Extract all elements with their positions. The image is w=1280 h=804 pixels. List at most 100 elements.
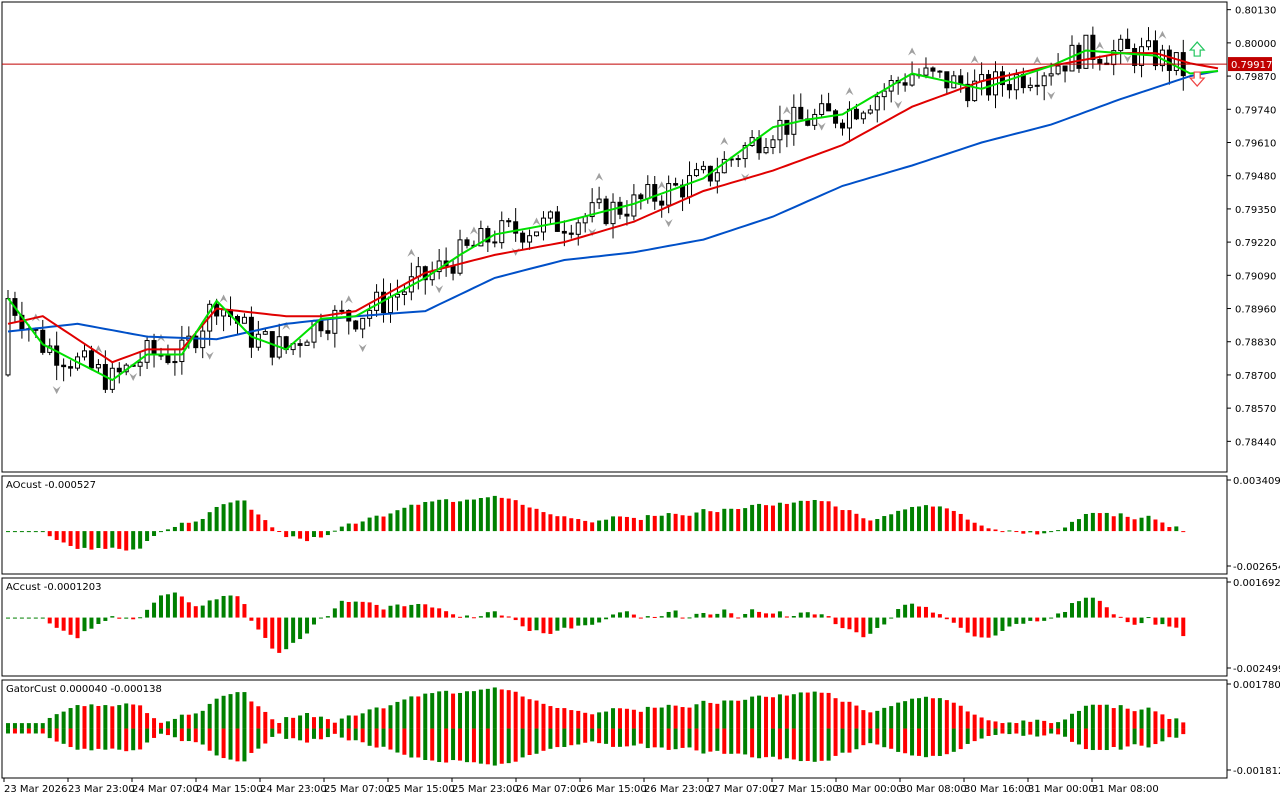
ao-bar: [777, 502, 782, 532]
gator-bar: [875, 710, 880, 729]
ao-bar: [1139, 517, 1144, 532]
gator-bar-lower: [193, 728, 198, 743]
ac-bar: [1181, 617, 1186, 637]
gator-bar-lower: [729, 728, 734, 754]
ao-bar: [958, 513, 963, 532]
ao-pane[interactable]: [6, 495, 1186, 551]
candle-body: [826, 103, 832, 112]
fractal-down-icon: [1047, 91, 1056, 100]
candle: [422, 265, 428, 295]
gator-bar-lower: [124, 728, 129, 752]
gator-bar-lower: [972, 728, 977, 742]
ac-bar: [1132, 617, 1137, 625]
ac-pane[interactable]: [6, 592, 1186, 653]
candle: [1095, 41, 1104, 71]
gator-bar: [617, 708, 622, 729]
ac-bar: [722, 609, 727, 618]
ao-bar: [423, 501, 428, 532]
candle: [845, 87, 854, 143]
candle-body: [840, 122, 846, 129]
main-frame: [1, 1, 1228, 473]
gator-bar-lower: [207, 728, 212, 751]
candle: [68, 360, 74, 377]
candle-body: [144, 340, 150, 363]
candle: [1076, 42, 1082, 73]
gator-bar: [444, 690, 449, 729]
ao-bar: [1160, 522, 1165, 532]
gator-bar: [1097, 704, 1102, 729]
ac-bar: [826, 616, 831, 618]
gator-bar: [597, 712, 602, 729]
gator-bar-lower: [430, 728, 435, 761]
candle-body: [1062, 65, 1068, 72]
ac-bar: [562, 617, 567, 628]
current-price-label-box: [1228, 57, 1272, 72]
gator-bar: [1083, 705, 1088, 729]
candle-body: [513, 221, 519, 234]
candle: [200, 325, 206, 359]
ao-bar: [339, 526, 344, 532]
gator-bar: [214, 698, 219, 729]
ac-bar: [61, 617, 66, 631]
ac-bar: [611, 614, 616, 618]
ac-bar: [1167, 617, 1172, 627]
candle-body: [534, 231, 540, 237]
ao-bar: [791, 502, 796, 532]
gator-bar-lower: [701, 728, 706, 754]
fractal-up-icon: [782, 106, 791, 115]
ao-bar: [750, 504, 755, 532]
candle: [1033, 56, 1042, 96]
ac-bar: [305, 617, 310, 634]
gator-bar-lower: [444, 728, 449, 763]
candle-body: [1013, 74, 1019, 91]
gator-bar: [993, 721, 998, 729]
ao-bar: [1125, 516, 1130, 532]
ac-bar: [875, 617, 880, 628]
fractal-up-icon: [970, 55, 979, 64]
candle: [595, 172, 604, 209]
ao-bar: [951, 510, 956, 532]
ao-bar: [1007, 530, 1012, 532]
ac-bar: [416, 603, 421, 618]
candle: [1118, 34, 1124, 65]
ao-bar: [277, 531, 282, 533]
gator-bar: [311, 717, 316, 729]
fractal-up-icon: [657, 181, 666, 190]
gator-pane[interactable]: [6, 687, 1186, 766]
price-pane[interactable]: [2, 26, 1227, 395]
gator-bar-lower: [242, 728, 247, 762]
price-tick-label: 0.79870: [1235, 72, 1276, 83]
ao-bar: [701, 509, 706, 532]
ac-bar: [555, 617, 560, 631]
fractal-up-icon: [720, 137, 729, 146]
ac-bar: [910, 603, 915, 618]
ao-bar: [548, 514, 553, 532]
ac-bar: [673, 610, 678, 618]
gator-bar-lower: [923, 728, 928, 758]
candle: [499, 211, 505, 249]
ac-bar: [868, 617, 873, 634]
gator-bar: [346, 715, 351, 729]
gator-bar: [729, 700, 734, 729]
ac-bar: [624, 611, 629, 618]
price-tick-label: 0.78830: [1235, 338, 1276, 349]
ao-bar: [82, 531, 87, 548]
ao-bar: [471, 499, 476, 532]
ac-bar: [520, 617, 525, 627]
candle-body: [770, 139, 776, 148]
ac-bar: [1125, 617, 1130, 623]
ao-bar: [972, 522, 977, 532]
ao-bar: [6, 531, 10, 533]
gator-bar-lower: [979, 728, 984, 739]
gator-bar: [1063, 719, 1068, 729]
candle: [1062, 65, 1068, 83]
candle-body: [165, 355, 171, 364]
candle: [902, 73, 908, 92]
gator-bar-lower: [722, 728, 727, 754]
price-tick-label: 0.78960: [1235, 305, 1276, 316]
gator-bar: [770, 697, 775, 729]
ao-bar: [520, 504, 525, 532]
gator-bar: [736, 700, 741, 729]
